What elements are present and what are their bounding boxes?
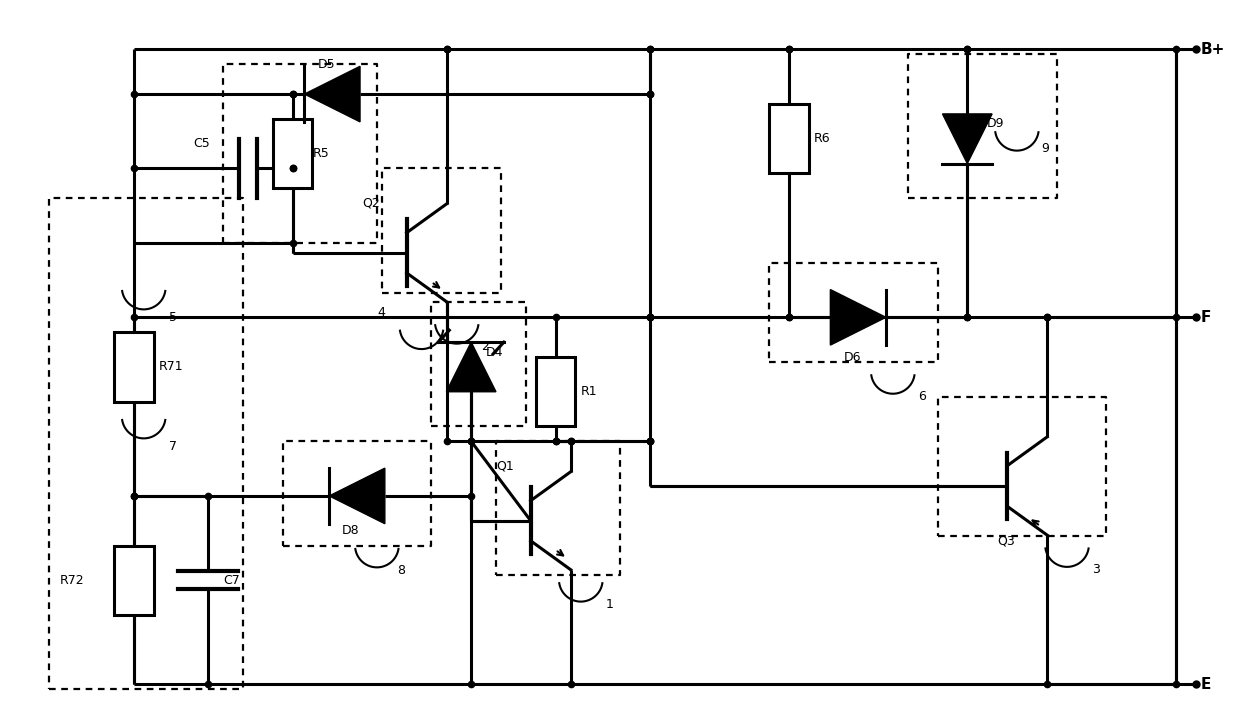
Polygon shape (305, 66, 360, 122)
Text: 7: 7 (169, 440, 176, 453)
Text: C5: C5 (193, 137, 210, 150)
Text: C7: C7 (223, 574, 239, 587)
Polygon shape (831, 290, 885, 345)
Text: D8: D8 (342, 524, 360, 537)
Text: R71: R71 (159, 361, 184, 374)
Text: Q3: Q3 (997, 534, 1014, 547)
Text: 2: 2 (481, 340, 490, 353)
Text: 5: 5 (169, 311, 176, 324)
Text: D6: D6 (843, 351, 861, 364)
Polygon shape (942, 114, 992, 163)
Text: 1: 1 (605, 598, 614, 611)
Text: 4: 4 (377, 306, 384, 319)
Text: R1: R1 (580, 385, 596, 398)
Text: R72: R72 (60, 574, 84, 587)
Bar (769, 104, 808, 174)
Text: 8: 8 (397, 564, 404, 577)
Text: Q1: Q1 (496, 460, 513, 473)
Text: B+: B+ (1200, 42, 1225, 57)
Text: 9: 9 (1042, 142, 1049, 155)
Bar (536, 357, 575, 427)
Text: R6: R6 (813, 132, 830, 146)
Bar (114, 546, 154, 615)
Text: R5: R5 (312, 147, 329, 160)
Text: D4: D4 (486, 346, 503, 358)
Text: Q2: Q2 (362, 196, 379, 209)
Polygon shape (330, 468, 384, 523)
Bar (114, 332, 154, 402)
Text: 6: 6 (918, 390, 925, 403)
Text: D9: D9 (987, 118, 1004, 130)
Text: 3: 3 (1091, 564, 1100, 576)
Text: E: E (1200, 677, 1210, 692)
Polygon shape (446, 342, 496, 391)
Text: F: F (1200, 310, 1210, 325)
Text: D5: D5 (317, 58, 335, 71)
Bar (273, 119, 312, 189)
